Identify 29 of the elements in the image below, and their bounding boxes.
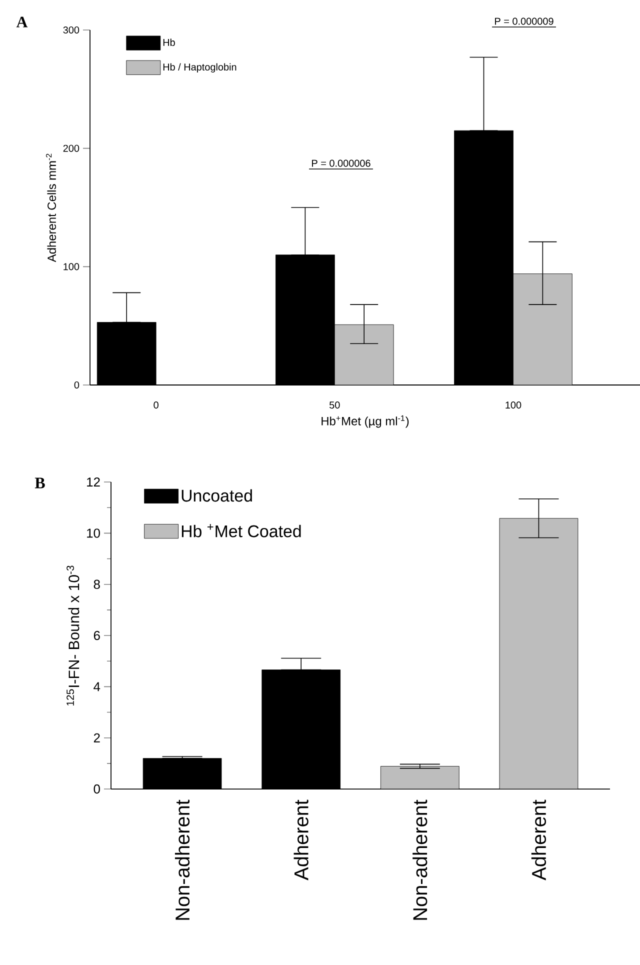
y-tick-label: 12 (87, 477, 100, 487)
y-tick-label: 10 (87, 528, 100, 538)
text: P = 0.000009 (495, 18, 554, 25)
legend-label: Uncoated (182, 489, 252, 502)
annotation: P = 0.000006 (312, 160, 370, 167)
y-tick-label: 300 (63, 26, 80, 34)
y-tick-label: 8 (94, 580, 100, 589)
x-tick-label: 50 (330, 402, 340, 409)
y-tick-label: 0 (74, 381, 80, 389)
y-tick-label: 6 (94, 630, 100, 640)
y-tick-label: 100 (64, 263, 80, 270)
legend-label: Hb $^{+}$Met Coated (182, 524, 301, 538)
y-axis-title: $^{125}$I-FN- Bound x 10$^{-3}$ (66, 566, 80, 706)
chart-title: B (34, 478, 45, 488)
x-tick-label: 0 (154, 402, 158, 409)
x-tick-label: Non-adherent (174, 800, 190, 920)
legend-label: Hb (163, 38, 175, 46)
legend-label: Hb / Haptoglobin (163, 63, 236, 73)
y-tick-label: 4 (94, 682, 100, 692)
x-tick-label: Adherent (531, 800, 546, 880)
chart-title: A (16, 16, 28, 28)
x-tick-label: 100 (506, 402, 522, 409)
y-tick-label: 0 (94, 784, 100, 794)
y-tick-label: 2 (94, 733, 100, 742)
x-tick-label: Adherent (294, 800, 308, 880)
y-axis-title: Adherent Cells mm$^{-2}$ (46, 154, 56, 262)
x-axis-title: Hb$^{+}$Met (µg ml$^{-1}$) (322, 415, 409, 428)
x-tick-label: Non-adherent (412, 800, 428, 920)
y-tick-label: 200 (63, 144, 80, 152)
